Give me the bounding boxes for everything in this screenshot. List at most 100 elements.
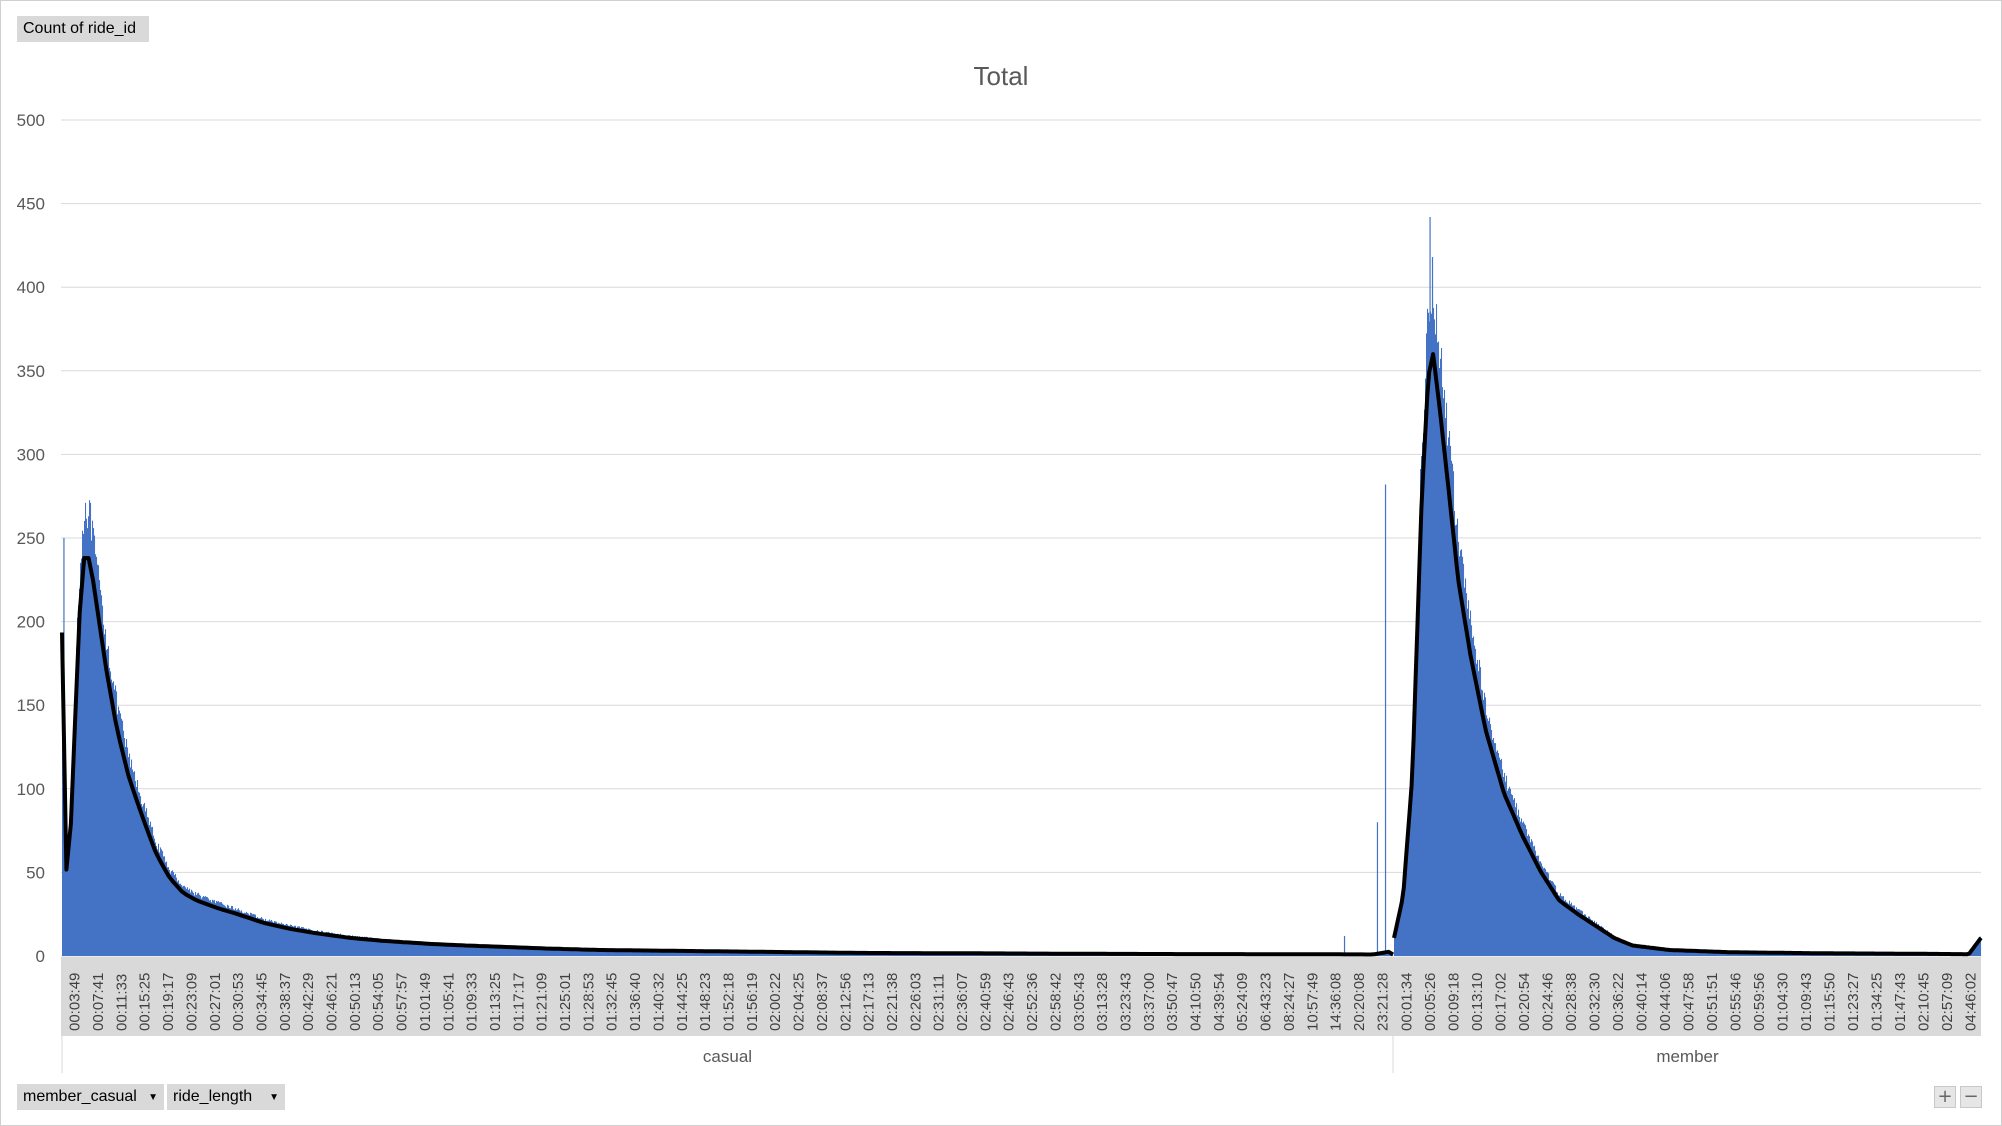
histogram-bar [1563, 896, 1565, 956]
histogram-bar [73, 750, 75, 956]
histogram-bar [1450, 445, 1452, 956]
histogram-bar [292, 925, 294, 956]
x-tick-label: 01:17:17 [510, 973, 527, 1031]
value-field-button[interactable]: Count of ride_id [17, 16, 149, 42]
histogram-spike [1376, 822, 1379, 956]
histogram-bar [594, 949, 596, 956]
histogram-bar [1488, 720, 1490, 956]
histogram-bar [1565, 899, 1567, 956]
histogram-bar [683, 950, 685, 956]
histogram-bar [321, 930, 323, 956]
ride-length-field-button[interactable]: ride_length ▼ [167, 1084, 285, 1110]
histogram-bar [271, 919, 273, 956]
histogram-bar [1444, 389, 1446, 956]
histogram-bar [120, 713, 122, 956]
histogram-bar [279, 923, 281, 956]
histogram-bar [602, 949, 604, 956]
collapse-field-button[interactable]: − [1960, 1086, 1982, 1108]
histogram-bar [609, 949, 611, 956]
histogram-bar [332, 932, 334, 956]
histogram-bar [351, 936, 353, 956]
histogram-bar [1610, 933, 1612, 956]
histogram-bar [656, 949, 658, 956]
expand-field-button[interactable]: + [1934, 1086, 1956, 1108]
histogram-bar [218, 901, 220, 956]
histogram-bar [512, 946, 514, 956]
histogram-bar [1670, 949, 1672, 956]
histogram-bar [74, 720, 76, 956]
histogram-bar [552, 948, 554, 956]
x-tick-label: 00:59:56 [1751, 973, 1768, 1031]
histogram-bar [1642, 945, 1644, 956]
histogram-bar [1466, 593, 1468, 956]
histogram-bar [1626, 941, 1628, 956]
histogram-bar [1536, 855, 1538, 956]
histogram-bar [676, 950, 678, 956]
histogram-bar [1599, 925, 1601, 956]
histogram-bar [253, 913, 255, 956]
histogram-bar [267, 920, 269, 956]
histogram-bar [167, 867, 169, 956]
histogram-bar [1499, 757, 1501, 956]
histogram-bar [325, 932, 327, 956]
histogram-bar [464, 944, 466, 956]
histogram-bar [1651, 947, 1653, 956]
histogram-bar [81, 558, 83, 956]
histogram-bar [581, 948, 583, 956]
histogram-bar [103, 624, 105, 956]
x-tick-label: 01:40:32 [650, 973, 667, 1031]
histogram-bar [1614, 935, 1616, 956]
histogram-bar [408, 941, 410, 956]
histogram-bar [398, 939, 400, 956]
histogram-bar [565, 948, 567, 956]
histogram-bar [1574, 905, 1576, 956]
histogram-bar [520, 946, 522, 956]
histogram-bar [1495, 743, 1497, 956]
histogram-bar [417, 941, 419, 956]
histogram-bar [109, 667, 111, 956]
histogram-bar [263, 919, 265, 956]
histogram-bar [233, 909, 235, 956]
histogram-bar [212, 899, 214, 956]
histogram-bar [410, 940, 412, 956]
histogram-bar [1980, 936, 1982, 956]
histogram-bar [469, 944, 471, 956]
histogram-bar [80, 562, 82, 956]
histogram-bar [574, 948, 576, 956]
member-casual-field-button[interactable]: member_casual ▼ [17, 1084, 164, 1110]
histogram-bar [475, 945, 477, 956]
histogram-bar [1487, 718, 1489, 956]
histogram-bar [1435, 334, 1437, 956]
histogram-bar [331, 932, 333, 956]
histogram-bar [147, 816, 149, 956]
histogram-bar [1550, 880, 1552, 956]
histogram-bar [101, 595, 103, 956]
histogram-bar [674, 950, 676, 956]
histogram-bar [85, 502, 87, 956]
histogram-bar [416, 941, 418, 956]
x-tick-label: 02:04:25 [791, 973, 808, 1031]
histogram-bar [1553, 882, 1555, 956]
histogram-bar [1506, 775, 1508, 956]
histogram-bar [668, 950, 670, 956]
histogram-bar [505, 945, 507, 956]
value-field-label: Count of ride_id [23, 20, 136, 37]
histogram-bar [302, 927, 304, 956]
histogram-bar [583, 948, 585, 956]
histogram-bar [340, 933, 342, 956]
histogram-bar [525, 947, 527, 956]
histogram-bar [228, 905, 230, 956]
histogram-bar [454, 943, 456, 956]
histogram-bar [369, 938, 371, 956]
histogram-bar [296, 928, 298, 956]
histogram-bar [306, 928, 308, 956]
histogram-bar [1496, 751, 1498, 956]
histogram-bar [1650, 946, 1652, 956]
histogram-bar [241, 910, 243, 956]
histogram-bar [1409, 799, 1411, 956]
histogram-bar [307, 929, 309, 956]
histogram-bar [1453, 471, 1455, 956]
histogram-bar [1555, 885, 1557, 956]
histogram-bar [186, 888, 188, 956]
histogram-bar [448, 943, 450, 956]
